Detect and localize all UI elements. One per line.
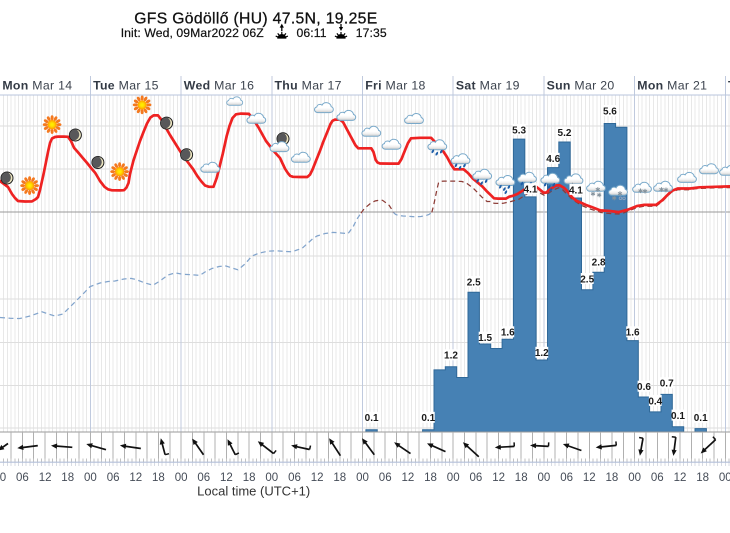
svg-text:5.3: 5.3 [512,125,526,136]
svg-text:Local time (UTC+1): Local time (UTC+1) [197,484,310,499]
svg-text:Tue Mar 22: Tue Mar 22 [728,79,730,93]
svg-text:18: 18 [515,472,528,484]
svg-text:5.6: 5.6 [603,106,617,117]
svg-text:06: 06 [197,472,210,484]
svg-text:18: 18 [424,472,437,484]
svg-text:06: 06 [651,472,664,484]
svg-text:Mon Mar 14: Mon Mar 14 [2,79,72,93]
svg-text:18: 18 [606,472,619,484]
svg-text:Sun Mar 20: Sun Mar 20 [547,79,615,93]
svg-text:06: 06 [470,472,483,484]
svg-text:00: 00 [719,472,730,484]
svg-text:00: 00 [84,472,97,484]
svg-text:00: 00 [628,472,641,484]
svg-text:12: 12 [129,472,142,484]
svg-text:12: 12 [492,472,505,484]
svg-text:4.6: 4.6 [546,154,560,165]
svg-text:Init: Wed, 09Mar2022 06Z: Init: Wed, 09Mar2022 06Z [121,26,265,40]
svg-text:06: 06 [288,472,301,484]
svg-text:Sat Mar 19: Sat Mar 19 [456,79,520,93]
svg-text:06: 06 [379,472,392,484]
svg-text:5.2: 5.2 [558,128,572,139]
svg-text:06:11: 06:11 [297,26,327,40]
svg-text:00: 00 [356,472,369,484]
svg-text:12: 12 [674,472,687,484]
svg-text:12: 12 [311,472,324,484]
svg-text:Tue Mar 15: Tue Mar 15 [93,79,159,93]
svg-text:0.1: 0.1 [694,413,708,424]
svg-text:0.1: 0.1 [421,413,435,424]
svg-text:Fri Mar 18: Fri Mar 18 [365,79,425,93]
svg-text:18: 18 [333,472,346,484]
svg-text:2.8: 2.8 [592,258,606,269]
svg-text:06: 06 [560,472,573,484]
svg-text:0.4: 0.4 [648,396,662,407]
svg-text:06: 06 [16,472,29,484]
svg-text:00: 00 [0,472,6,484]
svg-text:00: 00 [447,472,460,484]
svg-text:18: 18 [696,472,709,484]
svg-text:1.2: 1.2 [535,348,549,359]
svg-text:Wed Mar 16: Wed Mar 16 [184,79,254,93]
svg-text:00: 00 [538,472,551,484]
svg-text:12: 12 [39,472,52,484]
svg-text:00: 00 [175,472,188,484]
svg-text:17:35: 17:35 [356,26,387,40]
svg-text:2.5: 2.5 [467,277,481,288]
svg-text:1.5: 1.5 [478,333,492,344]
svg-text:1.2: 1.2 [444,351,458,362]
svg-text:1.6: 1.6 [626,328,640,339]
svg-text:12: 12 [220,472,233,484]
svg-text:18: 18 [152,472,165,484]
svg-text:00: 00 [265,472,278,484]
svg-text:4.1: 4.1 [524,185,538,196]
svg-text:Mon Mar 21: Mon Mar 21 [637,79,707,93]
svg-text:GFS Gödöllő (HU) 47.5N, 19.25E: GFS Gödöllő (HU) 47.5N, 19.25E [134,11,377,28]
svg-text:18: 18 [61,472,74,484]
svg-text:18: 18 [243,472,256,484]
svg-text:0.7: 0.7 [660,379,674,390]
svg-text:0.1: 0.1 [365,413,379,424]
svg-text:Thu Mar 17: Thu Mar 17 [275,79,342,93]
svg-text:12: 12 [402,472,415,484]
svg-text:0.1: 0.1 [671,411,685,422]
svg-text:12: 12 [583,472,596,484]
svg-text:1.6: 1.6 [501,328,515,339]
svg-text:2.5: 2.5 [580,274,594,285]
svg-text:0.6: 0.6 [637,382,651,393]
svg-text:4.1: 4.1 [569,185,583,196]
svg-text:06: 06 [107,472,120,484]
